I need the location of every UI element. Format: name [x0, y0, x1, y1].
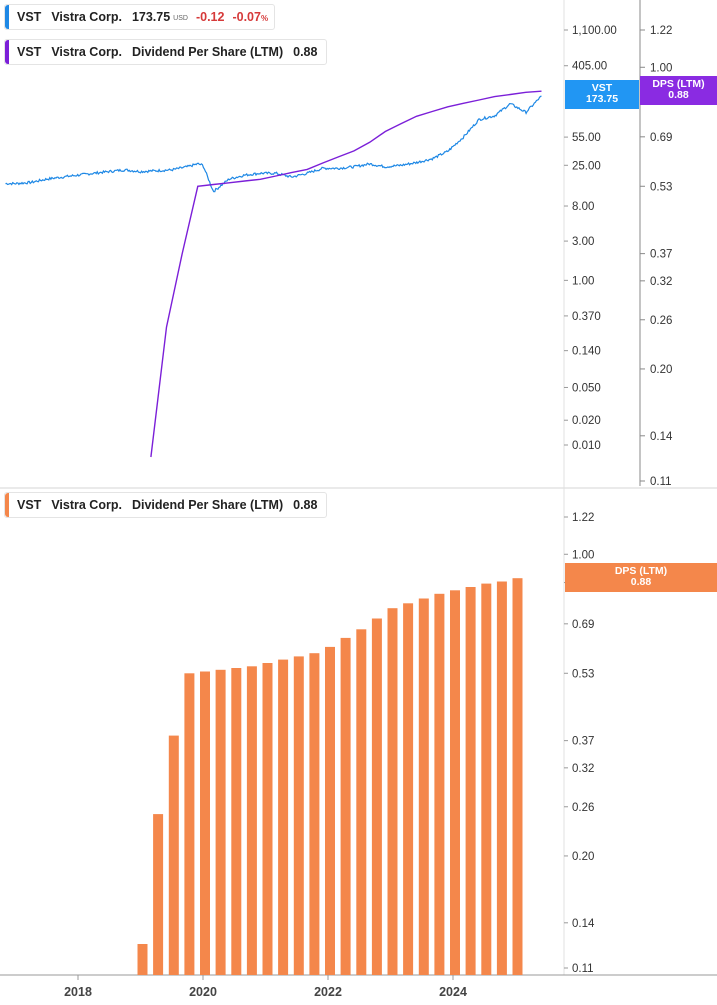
dps-bar	[200, 671, 210, 975]
price-axis-label: 405.00	[572, 61, 607, 73]
dps-top-legend-value: 0.88	[293, 45, 318, 59]
dps-top-legend-name: Vistra Corp.	[51, 45, 122, 59]
bottom-axis-label: 1.22	[572, 512, 594, 524]
price-legend[interactable]: VST Vistra Corp. 173.75 USD -0.12 -0.07%	[4, 4, 276, 30]
dps-bar	[403, 603, 414, 975]
bottom-axis-label: 0.69	[572, 619, 594, 631]
vst-price-tag-value: 173.75	[585, 93, 619, 105]
dps-bottom-legend-swatch	[5, 493, 9, 517]
dps-axis-label: 1.22	[650, 25, 672, 37]
dps-bar	[246, 666, 257, 975]
dps-top-legend-ticker: VST	[17, 45, 42, 59]
dps-bar	[481, 583, 492, 975]
price-axis-label: 8.00	[572, 201, 594, 213]
dps-top-tag-label: DPS (LTM)	[652, 78, 705, 90]
dps-top-tag-value: 0.88	[668, 89, 689, 101]
price-axis-label: 3.00	[572, 236, 594, 248]
x-axis-label: 2020	[189, 985, 217, 999]
dps-bar	[356, 629, 367, 975]
vst-price-tag: VST 173.75	[565, 80, 639, 109]
price-legend-name: Vistra Corp.	[51, 10, 122, 24]
dps-bar	[168, 735, 179, 975]
price-axis-label: 55.00	[572, 132, 601, 144]
price-legend-change-pct: -0.07%	[232, 10, 269, 24]
bottom-axis-label: 0.11	[572, 963, 594, 975]
dps-bar	[387, 608, 398, 975]
dps-bottom-tag-value: 0.88	[630, 576, 652, 588]
bottom-axis-label: 0.53	[572, 668, 594, 680]
x-axis-label: 2022	[314, 985, 342, 999]
x-axis-label: 2018	[64, 985, 92, 999]
dps-top-legend-label: Dividend Per Share (LTM)	[131, 45, 284, 59]
dps-axis-label: 0.26	[650, 315, 672, 327]
dps-axis-label: 0.11	[650, 476, 672, 488]
dps-bar	[137, 944, 148, 975]
dps-bar	[153, 814, 164, 975]
price-axis-label: 0.050	[572, 382, 601, 394]
dps-bar	[465, 587, 476, 975]
dps-axis-label: 0.69	[650, 132, 672, 144]
dps-bar	[496, 581, 507, 975]
dps-bar	[325, 646, 335, 975]
dps-axis-label: 1.00	[650, 62, 672, 74]
price-axis-label: 0.370	[572, 311, 601, 323]
price-legend-swatch	[5, 5, 9, 29]
price-axis-label: 1,100.00	[572, 25, 617, 37]
bottom-axis-label: 0.14	[572, 918, 595, 930]
price-axis-label: 0.140	[572, 346, 601, 358]
dps-bar	[309, 653, 320, 975]
bottom-axis-label: 0.20	[572, 851, 594, 863]
dps-axis-label: 0.53	[650, 181, 672, 193]
dps-bar	[512, 578, 523, 975]
dps-bar	[434, 593, 445, 975]
dps-bar	[418, 598, 429, 975]
price-axis-label: 1.00	[572, 275, 594, 287]
dps-bar	[278, 659, 289, 975]
bottom-axis-label: 0.32	[572, 763, 594, 775]
price-legend-change: -0.12	[195, 10, 225, 24]
dps-bar	[340, 637, 351, 975]
dps-line	[150, 90, 542, 458]
price-axis-label: 25.00	[572, 160, 601, 172]
dps-bar	[262, 663, 273, 975]
x-axis-label: 2024	[439, 985, 467, 999]
dps-axis-label: 0.14	[650, 431, 673, 443]
price-legend-ticker: VST	[17, 10, 42, 24]
price-legend-currency: USD	[173, 15, 188, 22]
dps-top-legend-swatch	[5, 40, 9, 64]
bottom-axis-label: 0.37	[572, 736, 594, 748]
dps-axis-label: 0.32	[650, 276, 672, 288]
dps-top-tag: DPS (LTM) 0.88	[640, 76, 717, 105]
vst-price-line	[5, 95, 542, 193]
dps-bar	[215, 669, 226, 975]
dps-bar	[231, 668, 242, 975]
dps-axis-label: 0.37	[650, 249, 672, 261]
dps-bar	[293, 656, 304, 975]
dps-axis-label: 0.20	[650, 364, 672, 376]
vst-price-tag-ticker: VST	[591, 82, 613, 94]
dps-top-legend[interactable]: VST Vistra Corp. Dividend Per Share (LTM…	[4, 39, 328, 65]
bottom-axis-label: 1.00	[572, 549, 594, 561]
dps-bar	[371, 618, 382, 975]
dps-bar	[184, 673, 195, 975]
dps-bottom-legend-value: 0.88	[293, 498, 318, 512]
price-axis-label: 0.010	[572, 440, 601, 452]
dps-bar	[450, 590, 460, 975]
price-legend-price: 173.75	[131, 10, 171, 24]
dps-bottom-legend-ticker: VST	[17, 498, 42, 512]
dps-bottom-legend-name: Vistra Corp.	[51, 498, 122, 512]
bottom-axis-label: 0.26	[572, 802, 594, 814]
dps-bottom-tag: DPS (LTM) 0.88	[565, 563, 717, 592]
dps-bottom-legend-label: Dividend Per Share (LTM)	[131, 498, 284, 512]
price-axis-label: 0.020	[572, 415, 601, 427]
dps-bottom-tag-label: DPS (LTM)	[614, 565, 668, 577]
dps-bottom-legend[interactable]: VST Vistra Corp. Dividend Per Share (LTM…	[4, 492, 328, 518]
